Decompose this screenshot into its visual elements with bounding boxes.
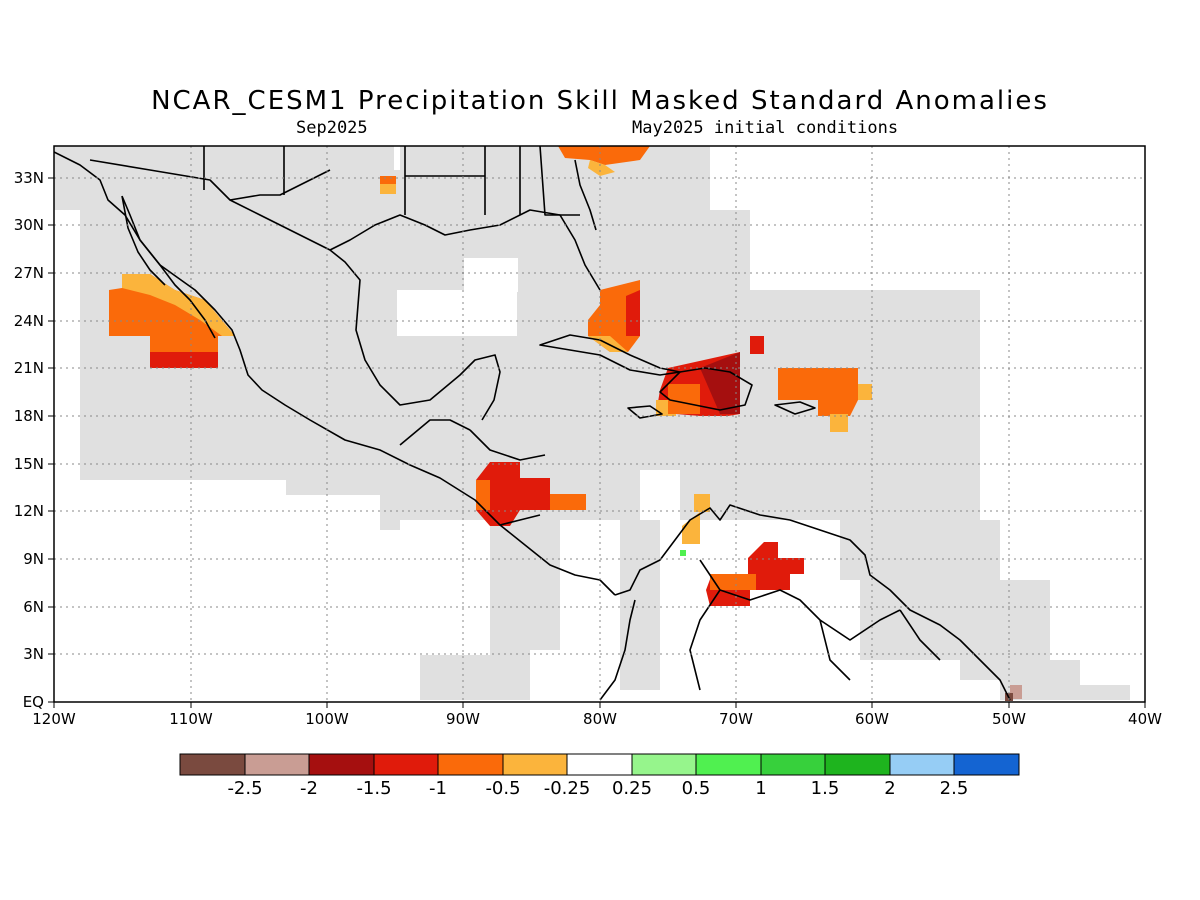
colorbar-swatch — [502, 753, 568, 776]
colorbar-label: 1.5 — [811, 778, 840, 799]
lat-tick-label: 9N — [23, 550, 44, 568]
colorbar-swatch — [695, 753, 762, 776]
colorbar-label: 1 — [755, 778, 766, 799]
anomaly-patches — [109, 146, 1022, 701]
lat-tick-label: 33N — [14, 169, 44, 187]
colorbar-label: -0.25 — [544, 778, 591, 799]
lon-tick-label: 120W — [32, 710, 76, 728]
lon-tick-label: 60W — [855, 710, 889, 728]
lat-tick-label: 30N — [14, 216, 44, 234]
colorbar — [179, 753, 1020, 776]
colorbar-label: -1 — [429, 778, 447, 799]
colorbar-swatch — [824, 753, 891, 776]
lon-axis — [53, 702, 1146, 708]
colorbar-label: -2.5 — [227, 778, 262, 799]
colorbar-label: -1.5 — [356, 778, 391, 799]
coastlines — [54, 146, 1011, 701]
colorbar-swatch — [437, 753, 504, 776]
lat-tick-label: 15N — [14, 455, 44, 473]
grid-lines — [54, 146, 1145, 702]
lat-tick-label: 27N — [14, 264, 44, 282]
lon-tick-label: 50W — [992, 710, 1026, 728]
map-panel — [54, 146, 1145, 702]
initial-conditions-label: May2025 initial conditions — [632, 118, 899, 138]
lat-tick-label: 24N — [14, 312, 44, 330]
colorbar-label: 0.5 — [682, 778, 711, 799]
colorbar-swatch — [179, 753, 246, 776]
mask-gaps — [397, 258, 680, 700]
colorbar-label: 0.25 — [612, 778, 652, 799]
lat-tick-label: 3N — [23, 645, 44, 663]
lon-tick-label: 90W — [446, 710, 480, 728]
colorbar-label: 2 — [884, 778, 895, 799]
colorbar-label: -2 — [300, 778, 318, 799]
colorbar-swatch — [953, 753, 1020, 776]
colorbar-swatch — [566, 753, 633, 776]
lat-tick-label: 12N — [14, 502, 44, 520]
lon-tick-label: 70W — [719, 710, 753, 728]
lat-tick-label: 18N — [14, 407, 44, 425]
colorbar-swatch — [889, 753, 955, 776]
lat-axis — [48, 177, 54, 703]
colorbar-swatch — [373, 753, 439, 776]
lon-tick-label: 110W — [169, 710, 213, 728]
lon-tick-label: 100W — [305, 710, 349, 728]
target-month-label: Sep2025 — [296, 118, 368, 138]
lat-tick-label: 21N — [14, 359, 44, 377]
lon-tick-label: 40W — [1128, 710, 1162, 728]
lat-tick-label: EQ — [23, 693, 44, 711]
colorbar-label: -0.5 — [485, 778, 520, 799]
map-title: NCAR_CESM1 Precipitation Skill Masked St… — [151, 86, 1049, 116]
colorbar-swatch — [631, 753, 697, 776]
colorbar-swatch — [244, 753, 310, 776]
colorbar-label: 2.5 — [940, 778, 969, 799]
lat-tick-label: 6N — [23, 598, 44, 616]
colorbar-swatch — [308, 753, 375, 776]
lon-tick-label: 80W — [583, 710, 617, 728]
colorbar-swatch — [760, 753, 826, 776]
